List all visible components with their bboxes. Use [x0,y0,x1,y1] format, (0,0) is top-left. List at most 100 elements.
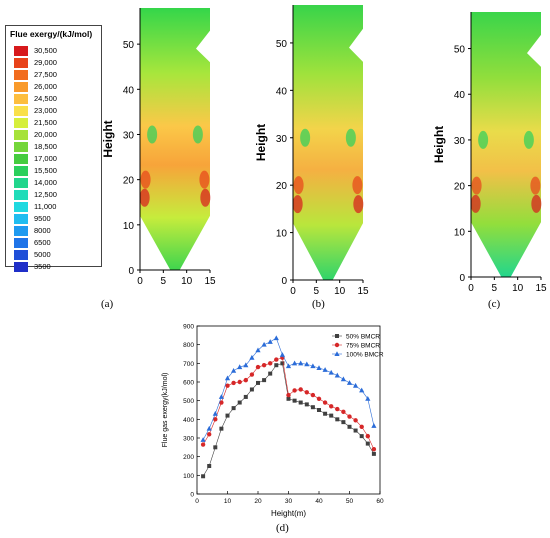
data-point [353,428,358,433]
legend-swatch-label: 3500 [34,262,51,271]
data-point [268,371,273,376]
y-tick-label: 40 [454,90,466,101]
data-point [224,375,231,381]
contour-hotspot [353,195,364,214]
legend-swatch-label: 11,000 [34,202,57,211]
x-axis-title: Height(m) [271,509,306,518]
y-tick-label: 10 [276,229,288,240]
data-point [371,423,377,428]
y-axis-title: Height [101,120,115,157]
legend-swatch-label: 24,500 [34,94,57,103]
contour-panel-a: 0 10 20 30 40 50 0 5 10 15 Height [101,8,216,287]
y-tick-label: 200 [183,454,194,461]
legend-swatch [14,238,28,248]
contour-hotspot [293,176,304,195]
y-tick-label: 500 [183,398,194,405]
data-point [292,388,297,393]
y-tick-label: 600 [183,380,194,387]
legend-swatch-label: 21,500 [34,118,57,127]
contour-hotspot [530,176,541,195]
data-point [249,372,255,377]
data-point [286,392,291,398]
legend-swatch [14,262,28,272]
data-point [346,380,353,385]
y-axis-title: Flue gas exergy(kJ/mol) [162,373,169,448]
contour-hotspot [200,188,211,207]
contour-hotspot [199,170,210,189]
legend-swatch [14,130,28,140]
series-line [202,357,375,450]
legend-swatch [14,82,28,92]
y-tick-label: 20 [123,176,135,187]
panel-label-c: (c) [488,298,501,310]
legend-swatch [14,46,28,56]
x-tick-label: 20 [254,498,262,505]
legend-swatch-label: 23,000 [34,106,57,115]
x-tick-label: 15 [535,283,547,294]
y-tick-label: 20 [276,181,288,192]
exergy-legend: Flue exergy/(kJ/mol) 30,500 29,000 27,500 2… [5,25,102,272]
x-tick-label: 15 [204,276,216,287]
data-point [371,451,376,456]
data-point [310,392,316,398]
y-tick-label: 0 [128,266,134,277]
legend-swatch-label: 8000 [34,226,51,235]
legend-swatch [14,70,28,80]
y-tick-label: 30 [276,134,288,145]
y-tick-label: 0 [190,492,194,499]
y-tick-label: 300 [183,436,194,443]
y-tick-label: 800 [183,342,194,349]
x-tick-label: 60 [376,498,384,505]
x-tick-label: 10 [224,498,232,505]
series-line [202,362,375,477]
y-tick-label: 50 [276,39,288,50]
data-point [274,363,279,368]
legend-swatch-label: 12,500 [34,190,57,199]
data-point [219,400,224,405]
data-point [218,394,224,399]
x-tick-label: 5 [314,286,320,297]
legend-swatch [14,142,28,152]
legend-swatch [14,94,28,104]
data-point [292,398,297,403]
contour-panel-c: 0 10 20 30 40 50 0 5 10 15 Height [432,12,547,294]
legend-swatch [14,166,28,176]
y-tick-label: 700 [183,361,194,368]
x-tick-label: 5 [161,276,167,287]
y-tick-label: 50 [123,40,135,51]
x-tick-label: 0 [137,276,143,287]
y-tick-label: 0 [459,273,465,284]
data-point [213,417,218,422]
data-point [329,404,334,409]
data-point [310,363,316,369]
y-tick-label: 10 [123,221,135,232]
x-tick-label: 50 [346,498,354,505]
data-point [286,396,291,401]
data-point [268,361,273,366]
series-100-bmcr [200,335,377,442]
data-point [323,411,328,416]
data-point [231,380,236,386]
y-tick-label: 40 [123,85,135,96]
legend-swatch [14,190,28,200]
data-point [298,360,304,366]
data-point [231,406,236,411]
data-point [347,424,352,429]
legend-swatch-label: 30,500 [34,46,57,55]
data-point [359,387,365,393]
data-point [219,426,224,431]
legend-label: 50% BMCR [346,334,380,341]
data-point [255,364,261,370]
data-point [262,378,267,383]
data-point [207,464,212,468]
contour-hotspot [140,170,151,189]
legend-swatch [14,202,28,212]
data-point [322,367,328,372]
contour-hotspot [192,125,203,144]
contour-panel-b: 0 10 20 30 40 50 0 5 10 15 Height [254,5,369,297]
y-tick-label: 20 [454,182,466,193]
y-axis-title: Height [432,126,446,163]
series-75-bmcr [200,355,377,452]
legend-swatch-label: 20,000 [34,130,57,139]
data-point [201,474,206,479]
